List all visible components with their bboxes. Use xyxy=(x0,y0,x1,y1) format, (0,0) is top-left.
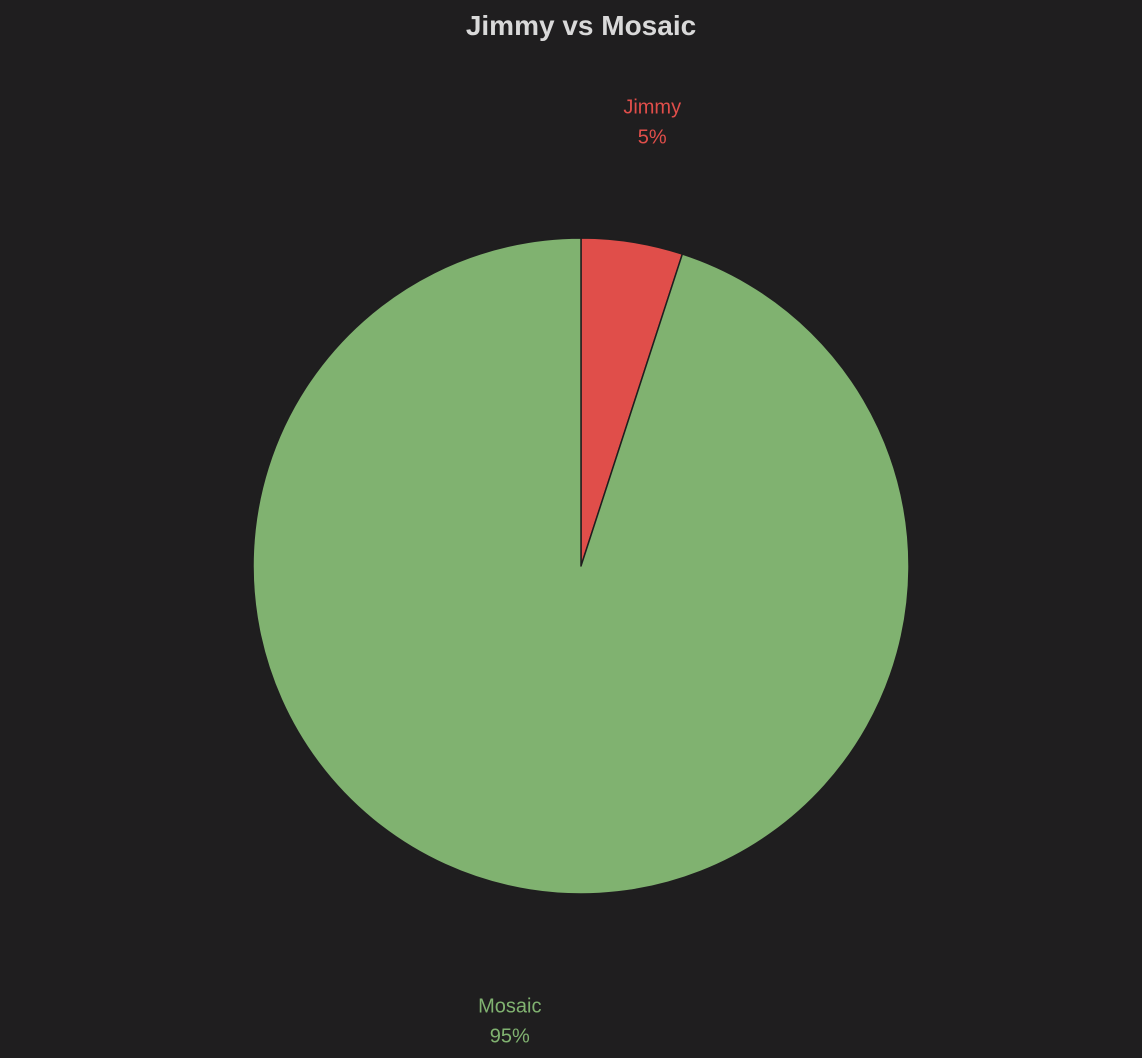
slice-percent-jimmy: 5% xyxy=(638,127,667,149)
pie-labels: Jimmy 5% Mosaic 95% xyxy=(478,97,681,1048)
pie-slices xyxy=(252,237,910,895)
chart-title: Jimmy vs Mosaic xyxy=(466,10,696,41)
slice-label-jimmy: Jimmy xyxy=(623,97,681,119)
slice-percent-mosaic: 95% xyxy=(490,1025,530,1047)
slice-label-mosaic: Mosaic xyxy=(478,995,541,1017)
pie-slice-mosaic xyxy=(252,237,910,895)
